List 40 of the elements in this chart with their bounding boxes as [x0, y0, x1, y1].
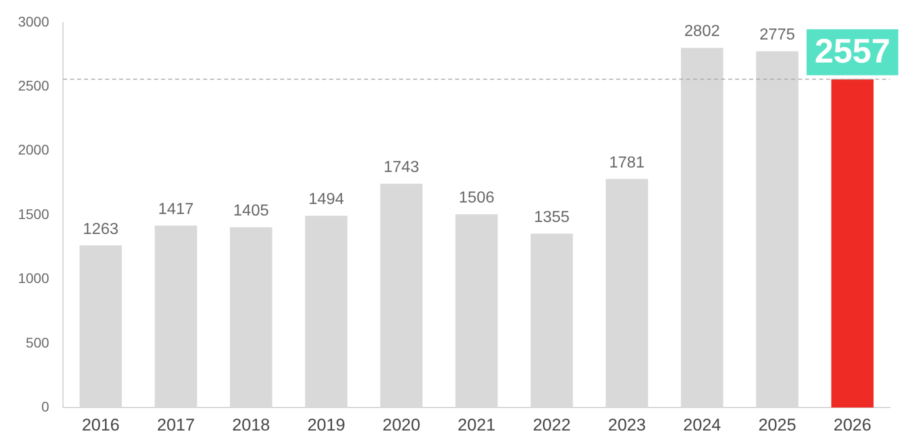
data-label: 1743 [384, 159, 420, 176]
bar [606, 178, 648, 408]
bar [154, 226, 198, 408]
bar [305, 216, 348, 408]
y-tick-label: 1500 [18, 206, 50, 222]
data-label: 1494 [308, 191, 344, 208]
x-tick-label: 2016 [82, 415, 120, 434]
data-label: 2775 [759, 26, 796, 44]
data-label: 1405 [233, 202, 269, 220]
y-tick-label: 2000 [18, 142, 50, 158]
x-tick-label: 2024 [683, 415, 721, 434]
data-label: 1263 [82, 220, 119, 238]
data-label: 1355 [534, 209, 570, 226]
bar [80, 245, 122, 408]
data-label: 2557 [814, 32, 890, 71]
x-tick-label: 2022 [532, 415, 571, 434]
y-tick-label: 3000 [18, 13, 50, 30]
bar [455, 214, 498, 408]
data-label: 1506 [458, 190, 494, 207]
x-tick-label: 2017 [156, 415, 195, 434]
data-label: 1781 [609, 154, 645, 172]
y-tick-label: 0 [41, 398, 50, 414]
x-tick-label: 2026 [834, 415, 872, 434]
x-tick-label: 2020 [382, 415, 420, 434]
bar [756, 51, 798, 408]
bar [831, 79, 874, 408]
data-label: 1417 [158, 201, 194, 218]
x-tick-label: 2019 [307, 415, 346, 434]
bar [530, 234, 573, 408]
y-tick-label: 2500 [18, 77, 50, 94]
y-tick-label: 500 [26, 334, 50, 350]
bar [230, 227, 272, 408]
x-tick-label: 2025 [758, 415, 796, 434]
x-tick-label: 2018 [232, 415, 270, 434]
y-tick-label: 1000 [18, 270, 50, 286]
bar [380, 184, 423, 408]
data-label: 2802 [684, 23, 720, 40]
bar [680, 48, 724, 408]
x-tick-label: 2023 [608, 415, 646, 434]
x-tick-label: 2021 [458, 415, 496, 434]
